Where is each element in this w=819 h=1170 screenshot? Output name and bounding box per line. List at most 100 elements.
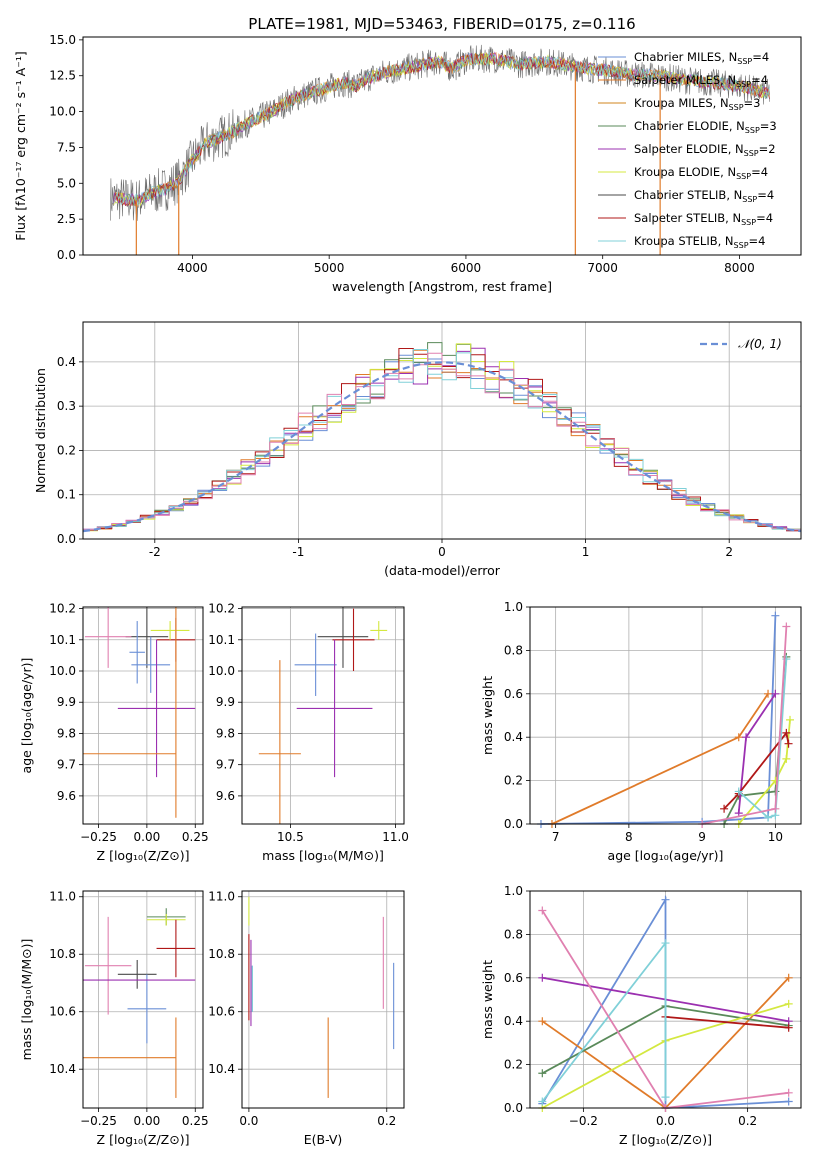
legend-entry: Kroupa STELIB, NSSP=4 [634, 234, 765, 250]
x-tick-label: 7 [552, 830, 560, 844]
y-axis-label: Flux [fλ10⁻¹⁷ erg cm⁻² s⁻¹ A⁻¹] [13, 51, 28, 240]
y-tick-label: 9.6 [57, 789, 76, 803]
x-tick-label: 0.00 [134, 830, 161, 844]
x-axis-label: age [log₁₀(age/yr)] [608, 848, 724, 863]
legend-sub: SSP [734, 241, 749, 250]
y-tick-label: 0.4 [504, 1014, 523, 1028]
weight-marker [764, 813, 773, 822]
weight-marker [661, 895, 670, 904]
y-tick-label: 10.0 [49, 105, 76, 119]
y-tick-label: 0.0 [57, 532, 76, 546]
x-tick-label: 0.0 [239, 1114, 258, 1128]
weight-marker [764, 689, 773, 698]
y-tick-label: 10.6 [49, 1005, 76, 1019]
x-axis-label: wavelength [Angstrom, rest frame] [332, 279, 552, 294]
weight-marker [661, 939, 670, 948]
x-tick-label: 8000 [724, 261, 755, 275]
y-tick-label: 12.5 [49, 69, 76, 83]
y-tick-label: 9.9 [216, 695, 235, 709]
x-axis-label: mass [log₁₀(M/M⊙)] [262, 848, 384, 863]
weight-marker [771, 689, 780, 698]
legend-label: Chabrier MILES, N [634, 50, 737, 64]
x-tick-label: 0.2 [738, 1114, 757, 1128]
weight-line [723, 730, 790, 810]
weight-marker [771, 611, 780, 620]
x-tick-label: 10.5 [277, 830, 304, 844]
y-axis-label: mass weight [480, 676, 495, 755]
weight-marker [538, 1017, 547, 1026]
y-tick-label: 10.8 [49, 947, 76, 961]
x-axis-label: E(B-V) [304, 1132, 343, 1147]
y-tick-label: 10.8 [208, 947, 235, 961]
residuals-axes: -2 -1 0 1 2 0.0 0.1 0.2 0.3 0.4 (data-model)/error… [33, 322, 801, 578]
legend-entry: Chabrier MILES, NSSP=4 [634, 50, 769, 66]
x-tick-label: 11.0 [382, 830, 409, 844]
legend-tail: =4 [751, 165, 768, 179]
legend-label: Salpeter ELODIE, N [634, 142, 744, 156]
weight-marker [771, 804, 780, 813]
spectrum-frame [82, 36, 802, 256]
x-tick-label: 7000 [587, 261, 618, 275]
x-tick-label: −0.25 [80, 1114, 117, 1128]
legend-entry: Salpeter STELIB, NSSP=4 [634, 211, 773, 227]
y-tick-label: 9.8 [216, 726, 235, 740]
y-tick-label: 0.1 [57, 488, 76, 502]
legend-sub: SSP [736, 80, 751, 89]
errorbar-point [117, 639, 196, 778]
errorbar-point [150, 621, 190, 640]
spectrum-axes: 4000 5000 6000 7000 8000 0.0 2.5 5.0 7.5 10.0 12.5… [13, 33, 755, 294]
y-tick-label: 1.0 [504, 600, 523, 614]
legend-entry: 𝒩(0, 1) [738, 337, 782, 351]
weight-marker [720, 804, 729, 813]
spectrum-model-line [112, 52, 770, 206]
weight-marker [782, 622, 791, 631]
age-vs-Z-points [83, 607, 196, 818]
y-tick-label: 0.8 [504, 927, 523, 941]
y-axis-label: Normed distribution [33, 368, 48, 493]
y-tick-label: 9.7 [216, 758, 235, 772]
legend-entry: Salpeter MILES, NSSP=4 [634, 73, 768, 89]
legend-tail: =3 [760, 119, 777, 133]
x-tick-label: 2 [725, 545, 733, 559]
legend-entry: Chabrier STELIB, NSSP=4 [634, 188, 774, 204]
weight-marker [784, 1023, 793, 1032]
legend-tail: =4 [756, 211, 773, 225]
errorbar-point [294, 633, 337, 696]
y-tick-label: 0.4 [57, 355, 76, 369]
weight-line [551, 693, 769, 825]
weight-line [665, 1016, 789, 1029]
spectrum-model-line [112, 52, 770, 207]
y-axis-label: mass [log₁₀(M/M⊙)] [19, 939, 34, 1061]
age-vs-mass-axes: 10.5 11.0 9.6 9.7 9.8 9.9 10.0 10.1 10.2 mass [lo… [208, 602, 409, 863]
legend-entry: Kroupa MILES, NSSP=3 [634, 96, 760, 112]
figure-title: PLATE=1981, MJD=53463, FIBERID=0175, z=0… [248, 15, 635, 33]
y-tick-label: 10.1 [49, 633, 76, 647]
x-tick-label: -2 [149, 545, 161, 559]
y-tick-label: 10.2 [49, 602, 76, 616]
legend-tail: =4 [752, 50, 769, 64]
weight-marker [784, 739, 793, 748]
weight-marker [538, 906, 547, 915]
legend-entry: Chabrier ELODIE, NSSP=3 [634, 119, 777, 135]
legend-sub: SSP [742, 195, 757, 204]
y-tick-label: 10.0 [49, 664, 76, 678]
x-tick-label: 0.00 [134, 1114, 161, 1128]
weight-marker [782, 728, 791, 737]
y-tick-label: 5.0 [57, 176, 76, 190]
x-tick-label: 1 [582, 545, 590, 559]
errorbar-point [156, 919, 196, 978]
errorbar-point [84, 916, 132, 1015]
histogram-legend: 𝒩(0, 1) [700, 337, 782, 351]
legend-sub: SSP [729, 103, 744, 112]
weight-line [738, 659, 788, 819]
x-tick-label: 10 [768, 830, 783, 844]
weight-marker [784, 973, 793, 982]
weight-marker [734, 787, 743, 796]
gaussian-curve [83, 361, 801, 533]
weight-marker [538, 1069, 547, 1078]
y-tick-label: 0.8 [504, 643, 523, 657]
mass-vs-ebv-axes: 0.0 0.2 10.4 10.6 10.8 11.0 E(B-V) [208, 890, 404, 1147]
x-tick-label: −0.2 [569, 1114, 598, 1128]
x-tick-label: 0.25 [182, 1114, 209, 1128]
